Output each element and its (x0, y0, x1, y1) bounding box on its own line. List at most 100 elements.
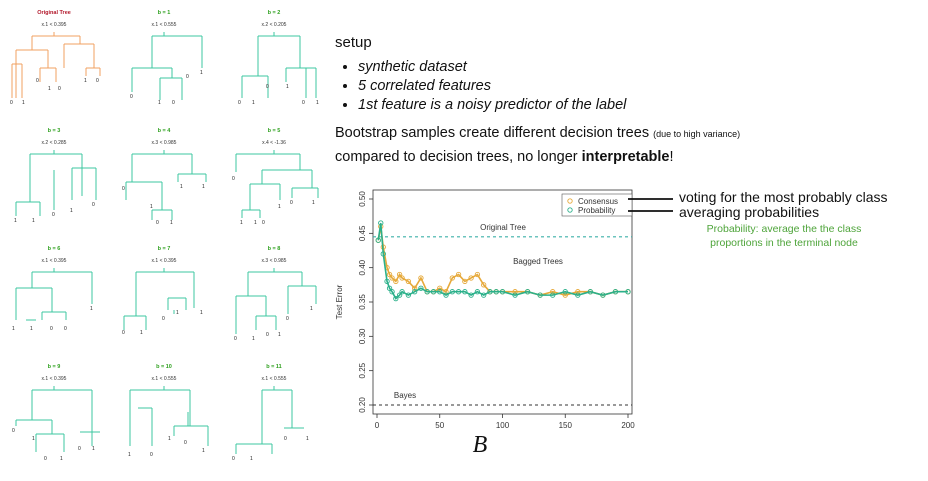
tree-title: b = 6 (47, 246, 61, 252)
tree-leaf-label: 1 (278, 332, 281, 338)
tree-split-label: x.1 < 0.395 (151, 258, 177, 264)
tree-split-label: x.1 < 0.395 (41, 22, 67, 28)
tree-branches (235, 268, 317, 334)
data-point (443, 289, 449, 295)
data-point (512, 289, 518, 295)
interpretable-text: compared to decision trees, no longer in… (335, 149, 674, 165)
tree-leaf-label: 0 (232, 176, 235, 182)
data-point (455, 271, 462, 278)
bootstrap-tree-thumbnail: b = 9 x.1 < 0.395 0 1 0 1 0 1 (2, 356, 106, 466)
data-point (575, 292, 581, 298)
data-point (393, 295, 399, 302)
tree-branches (15, 386, 100, 452)
data-point (375, 237, 381, 243)
tree-split-label: x.2 < 0.285 (41, 140, 67, 146)
tree-leaf-label: 1 (200, 70, 203, 76)
bootstrap-main: Bootstrap samples create different decis… (335, 125, 654, 141)
data-point (487, 289, 493, 295)
tree-title: b = 3 (47, 128, 61, 134)
tree-title: Original Tree (37, 10, 71, 16)
data-point (437, 289, 443, 295)
tree-branches (241, 32, 317, 98)
data-point (412, 289, 418, 295)
tree-split-label: x.4 < -1.36 (262, 140, 286, 146)
y-tick-label: 0.40 (358, 259, 367, 275)
data-point (625, 289, 631, 295)
tree-leaf-label: 0 (302, 100, 305, 106)
tree-leaf-label: 1 (48, 86, 51, 92)
tree-leaf-label: 0 (92, 202, 95, 208)
data-point (393, 278, 399, 285)
legend-label: Probability (578, 206, 615, 215)
tree-leaf-label: 0 (266, 84, 269, 90)
setup-bullets: synthetic dataset 5 correlated features … (340, 58, 626, 115)
tree-leaf-label: 0 (156, 220, 159, 226)
tree-leaf-label: 1 (252, 100, 255, 106)
data-point (378, 220, 384, 226)
y-tick-label: 0.45 (358, 225, 367, 241)
tree-leaf-label: 1 (90, 306, 93, 312)
tree-branches (129, 386, 209, 446)
tree-leaf-label: 0 (172, 100, 175, 106)
tree-split-label: x.1 < 0.555 (261, 376, 287, 382)
tree-leaf-label: 1 (32, 436, 35, 442)
tree-leaf-label: 1 (252, 336, 255, 342)
data-point (493, 289, 499, 295)
tree-branches (15, 150, 97, 216)
tree-leaf-label: 0 (122, 330, 125, 336)
tree-leaf-label: 1 (22, 100, 25, 106)
bagged-trees-label: Bagged Trees (513, 257, 563, 266)
tree-branches (235, 150, 319, 218)
data-point (389, 275, 395, 281)
data-point (462, 289, 468, 295)
tree-leaf-label: 0 (78, 446, 81, 452)
data-point (537, 292, 543, 298)
tree-leaf-label: 1 (32, 218, 35, 224)
tree-leaf-label: 0 (232, 456, 235, 462)
tree-leaf-label: 0 (44, 456, 47, 462)
tree-split-label: x.1 < 0.555 (151, 22, 177, 28)
bootstrap-tree-thumbnail: b = 11 x.1 < 0.555 0 1 0 1 (222, 356, 326, 466)
probability-explanation: Probability: average the the class propo… (706, 223, 862, 249)
tree-title: b = 7 (157, 246, 171, 252)
bootstrap-tree-thumbnail: b = 4 x.3 < 0.985 0 1 0 1 1 1 (112, 120, 216, 230)
tree-leaf-label: 0 (234, 336, 237, 342)
bullet-item: 1st feature is a noisy predictor of the … (358, 96, 626, 115)
y-axis-label: Test Error (335, 284, 344, 319)
data-point (474, 289, 481, 295)
tree-leaf-label: 1 (306, 436, 309, 442)
tree-branches (11, 32, 101, 98)
tree-leaf-label: 0 (122, 186, 125, 192)
tree-leaf-label: 1 (168, 436, 171, 442)
tree-leaf-label: 1 (286, 84, 289, 90)
data-point (380, 251, 386, 257)
data-point (587, 289, 593, 295)
data-point (399, 289, 405, 295)
data-point (412, 285, 418, 291)
bootstrap-tree-thumbnail: b = 8 x.3 < 0.985 0 1 0 1 0 1 (222, 238, 326, 348)
x-axis-label: B (473, 432, 488, 457)
tree-leaf-label: 0 (36, 78, 39, 84)
tree-leaf-label: 1 (316, 100, 319, 106)
tree-grid: Original Tree x.1 < 0.395 0 1 0 1 0 1 0 b = 1 x.1 … (0, 0, 330, 481)
tree-leaf-label: 0 (58, 86, 61, 92)
tree-leaf-label: 1 (310, 306, 313, 312)
tree-branches (235, 386, 304, 454)
data-point (389, 289, 395, 295)
data-point (550, 289, 556, 295)
data-point (562, 289, 568, 295)
tree-leaf-label: 1 (70, 208, 73, 214)
consensus-annotation: voting for the most probably class (679, 189, 888, 205)
data-point (418, 285, 424, 291)
tree-leaf-label: 0 (150, 452, 153, 458)
x-tick-label: 150 (559, 421, 573, 430)
tree-title: b = 4 (157, 128, 171, 134)
bootstrap-tree-thumbnail: b = 10 x.1 < 0.555 1 0 1 0 1 (112, 356, 216, 466)
data-point (550, 292, 556, 298)
legend-box (561, 193, 633, 217)
data-point (386, 271, 393, 278)
bootstrap-note: (due to high variance) (653, 129, 741, 139)
data-point (524, 289, 531, 295)
tree-title: b = 2 (267, 10, 281, 16)
bootstrap-tree-thumbnail: b = 3 x.2 < 0.285 1 1 0 1 0 (2, 120, 106, 230)
